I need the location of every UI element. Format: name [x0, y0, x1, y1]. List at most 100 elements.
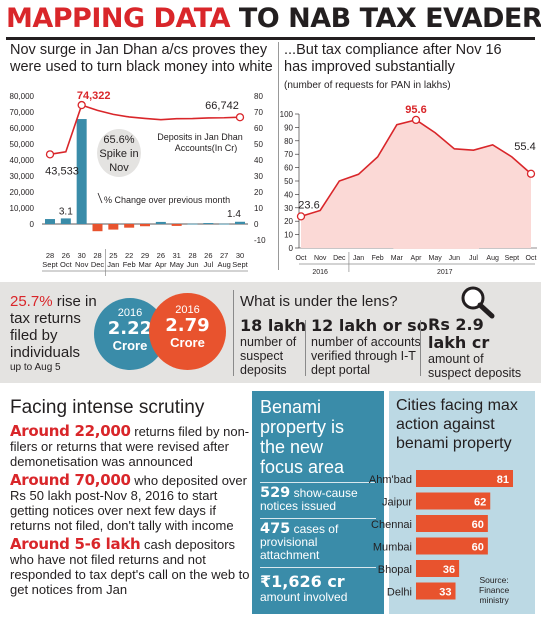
scrutiny-item-3: Around 5-6 lakh cash depositors who have…	[10, 535, 250, 598]
y-tick: 40	[284, 190, 293, 199]
pan-peak-label: 95.6	[405, 104, 426, 116]
x-tick-day: 28	[188, 251, 196, 260]
deposits-peak-point	[77, 100, 86, 110]
headline-part1: MAPPING DATA	[6, 3, 230, 34]
y-right-tick: -10	[254, 236, 266, 245]
x-tick-label: Jun	[449, 255, 460, 262]
city-bar	[416, 537, 488, 555]
y-left-tick: 40,000	[10, 156, 35, 165]
right-chart-subtitle: (number of requests for PAN in lakhs)	[284, 80, 451, 91]
y-right-tick: 80	[254, 92, 263, 101]
x-tick-label: May	[429, 255, 443, 262]
scrutiny-title: Facing intense scrutiny	[10, 397, 205, 418]
pct-change-bar	[219, 223, 230, 225]
pct-change-bar	[92, 224, 103, 232]
x-tick-label: Oct	[526, 255, 537, 262]
x-tick-label: Mar	[391, 255, 404, 262]
x-tick-label: Jan	[353, 255, 364, 262]
deposits-label-line2: Accounts(In Cr)	[175, 143, 238, 153]
y-tick: 10	[284, 231, 293, 240]
city-bar	[416, 492, 491, 510]
pct-change-bar	[76, 119, 87, 224]
x-tick-label: Sept	[505, 255, 519, 262]
returns-2017-circle: 2016 2.79 Crore	[149, 293, 226, 370]
y-right-tick: 30	[254, 172, 263, 181]
y-right-tick: 10	[254, 204, 263, 213]
spike-callout-line3: Nov	[109, 162, 129, 174]
x-tick-day: 27	[220, 251, 228, 260]
city-value-label: 62	[474, 497, 486, 509]
y-left-tick: 50,000	[10, 140, 35, 149]
x-tick-label: Feb	[372, 255, 384, 262]
headline-rule	[6, 37, 535, 40]
y-right-tick: 40	[254, 156, 263, 165]
x-tick-label: Apr	[411, 255, 423, 262]
scrutiny-list: Around 22,000 returns filed by non-filer…	[10, 424, 250, 601]
magnifier-icon	[461, 286, 495, 319]
pct-change-bar	[203, 223, 214, 224]
x-tick-label: Nov	[314, 255, 327, 262]
y-left-tick: 30,000	[10, 172, 35, 181]
city-value-label: 81	[497, 474, 509, 486]
x-tick-month: Oct	[60, 260, 73, 269]
x-tick-day: 26	[157, 251, 165, 260]
year-label-2017: 2017	[168, 274, 185, 276]
y-left-tick: 60,000	[10, 124, 35, 133]
x-tick-month: Dec	[91, 260, 105, 269]
y-left-tick: 0	[30, 220, 35, 229]
x-tick-month: Aug	[217, 260, 230, 269]
pct-change-bar	[187, 223, 198, 225]
y-tick: 20	[284, 217, 293, 226]
scrutiny-item-2: Around 70,000 who deposited over Rs 50 l…	[10, 471, 247, 534]
pan-end-point	[526, 169, 536, 178]
top-divider	[278, 42, 279, 270]
band-divider	[233, 290, 234, 376]
x-tick-day: 30	[236, 251, 244, 260]
city-bar	[416, 515, 488, 532]
x-tick-month: Mar	[139, 260, 152, 269]
deposits-start-label: 43,533	[45, 165, 79, 177]
x-tick-day: 26	[62, 251, 70, 260]
x-tick-day: 28	[93, 251, 101, 260]
x-tick-month: Feb	[123, 260, 136, 269]
x-tick-month: Jul	[204, 260, 214, 269]
y-tick: 30	[284, 204, 293, 213]
y-tick: 60	[284, 164, 293, 173]
city-value-label: 36	[443, 564, 455, 576]
city-label: Delhi	[387, 587, 412, 599]
deposits-end-point	[235, 113, 245, 122]
benami-panel: Benami property is the new focus area 52…	[252, 391, 384, 614]
returns-pct: 25.7%	[10, 293, 53, 310]
x-tick-day: 22	[125, 251, 133, 260]
city-label: Mumbai	[373, 542, 412, 554]
cities-bar-chart: Ahm'bad 81 Jaipur 62 Chennai 60 Mumbai 60 Bhopal…	[369, 470, 513, 600]
deposits-label-line1: Deposits in Jan Dhan	[157, 132, 243, 142]
pct-change-label: % Change over previous month	[104, 195, 230, 205]
city-value-label: 33	[439, 587, 451, 599]
deposits-end-label: 66,742	[205, 100, 239, 112]
y-tick: 80	[284, 137, 293, 146]
lens-item-2: 12 lakh or so number of accounts verifie…	[311, 316, 428, 377]
pan-area	[301, 119, 531, 248]
x-tick-month: Sept	[42, 260, 58, 269]
y-right-tick: 50	[254, 140, 263, 149]
x-tick-day: 28	[46, 251, 54, 260]
x-tick-month: Nov	[75, 260, 89, 269]
pan-start-point	[296, 212, 306, 221]
y-left-tick: 10,000	[10, 204, 35, 213]
x-tick-day: 25	[109, 251, 117, 260]
pan-start-label: 23.6	[298, 199, 319, 211]
city-value-label: 60	[472, 519, 484, 531]
lens-item-3: Rs 2.9 lakh cr amount of suspect deposit…	[428, 315, 522, 381]
pct-change-bar	[140, 224, 150, 227]
x-tick-day: 30	[77, 251, 85, 260]
jan-dhan-chart: 80,000 70,000 60,000 50,000 40,000 30,000 20,0…	[10, 90, 266, 276]
city-bar	[416, 582, 456, 600]
y-right-tick: 60	[254, 124, 263, 133]
pct-change-bar	[155, 221, 166, 224]
y-tick: 0	[289, 244, 294, 253]
deposits-peak-label: 74,322	[77, 90, 111, 102]
city-label: Ahm'bad	[369, 474, 412, 486]
lens-item-1: 18 lakh number of suspect deposits	[240, 316, 307, 377]
